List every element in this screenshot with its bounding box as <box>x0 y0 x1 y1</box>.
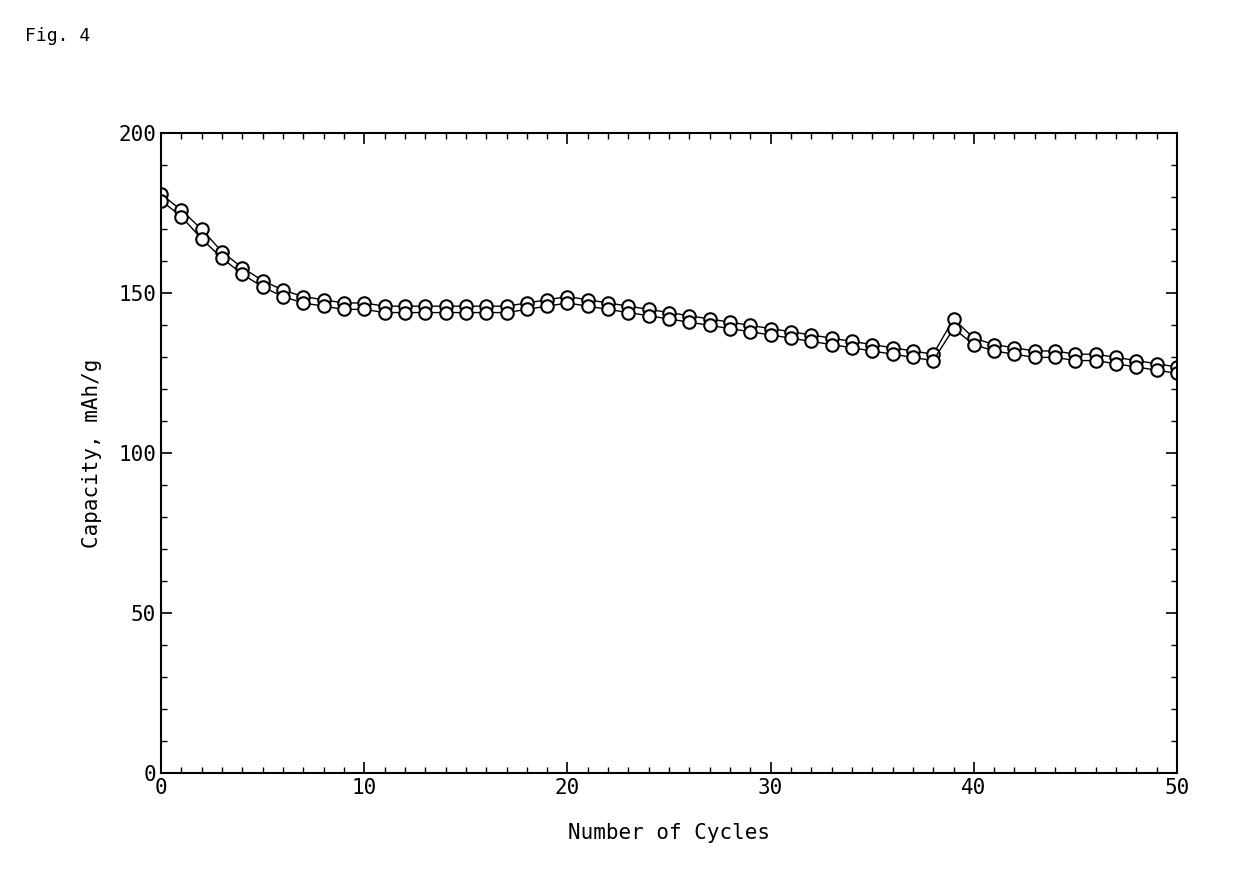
Text: Fig. 4: Fig. 4 <box>25 27 90 44</box>
X-axis label: Number of Cycles: Number of Cycles <box>567 823 771 844</box>
Y-axis label: Capacity, mAh/g: Capacity, mAh/g <box>82 358 102 549</box>
